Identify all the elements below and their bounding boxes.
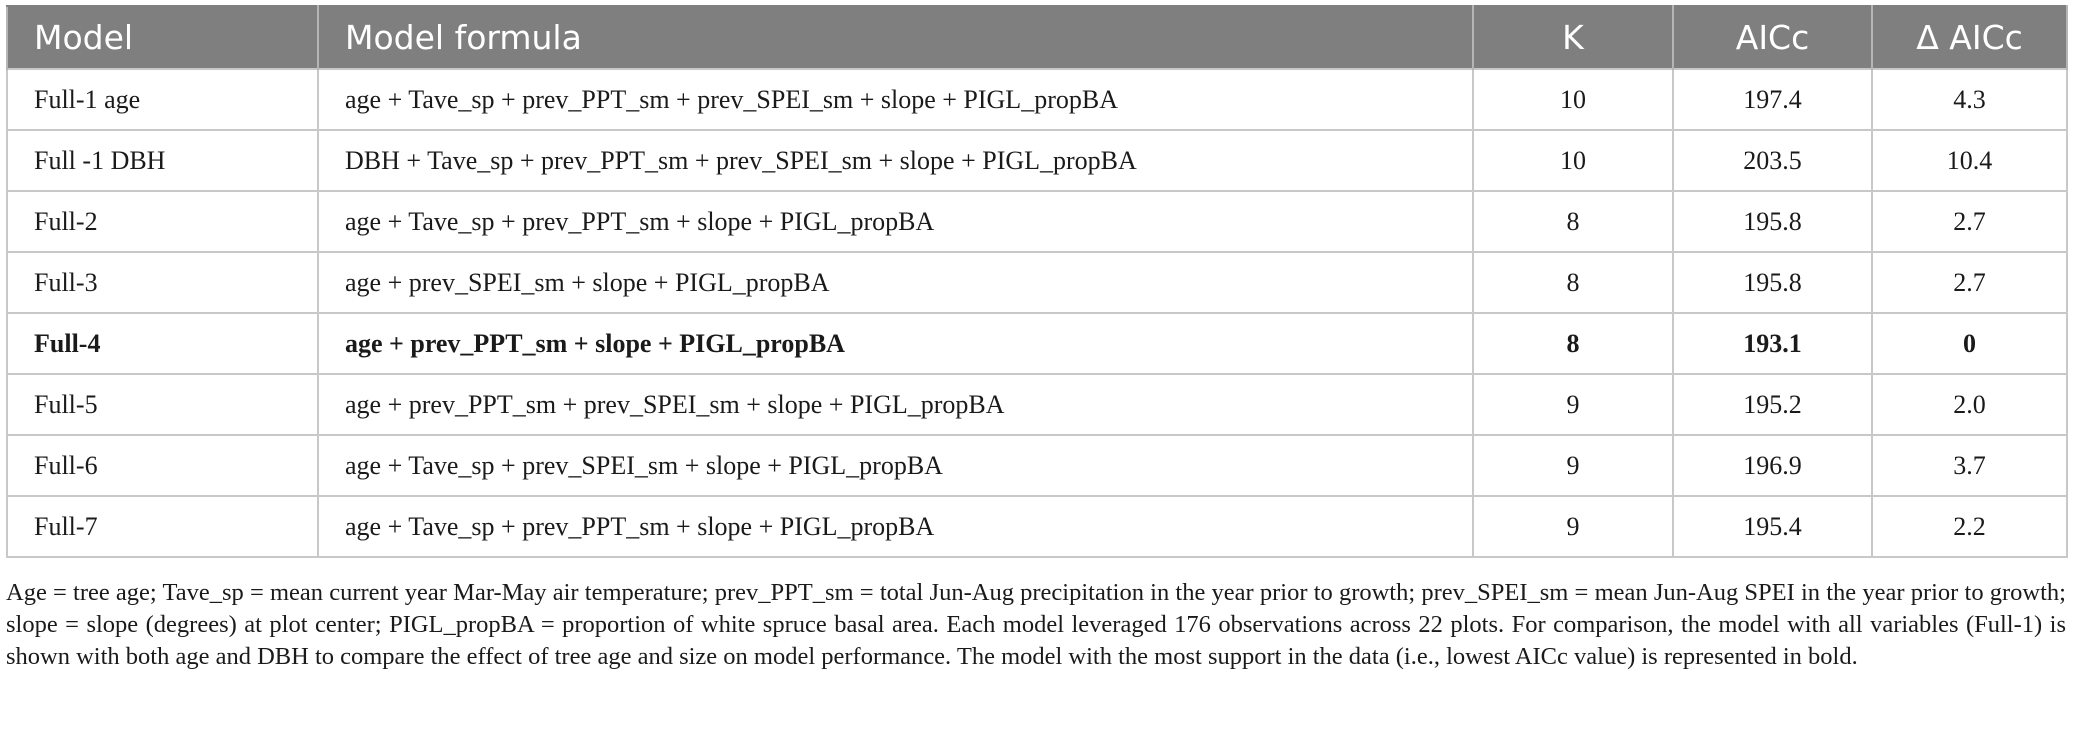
cell-aicc: 195.8 [1672,251,1873,314]
cell-aicc: 195.2 [1672,373,1873,436]
table-row: Full-3 age + prev_SPEI_sm + slope + PIGL… [6,251,2068,314]
cell-formula: age + prev_PPT_sm + prev_SPEI_sm + slope… [317,373,1474,436]
cell-formula: age + Tave_sp + prev_PPT_sm + slope + PI… [317,190,1474,253]
table-footnote: Age = tree age; Tave_sp = mean current y… [6,579,2066,670]
table-row: Full-5 age + prev_PPT_sm + prev_SPEI_sm … [6,373,2068,436]
cell-aicc: 195.8 [1672,190,1873,253]
header-model: Model [6,5,319,69]
cell-k: 9 [1472,434,1674,497]
model-comparison-table: Model Model formula K AICc Δ AICc Full-1… [6,5,2068,558]
header-model-formula: Model formula [317,5,1474,69]
cell-model: Full-5 [6,373,319,436]
cell-aicc: 195.4 [1672,495,1873,558]
cell-model: Full-1 age [6,68,319,131]
header-aicc: AICc [1672,5,1873,69]
cell-formula: age + Tave_sp + prev_PPT_sm + prev_SPEI_… [317,68,1474,131]
cell-model: Full-7 [6,495,319,558]
cell-k: 10 [1472,68,1674,131]
table-header: Model Model formula K AICc Δ AICc [6,5,2068,69]
cell-aicc: 196.9 [1672,434,1873,497]
cell-delta-aicc: 4.3 [1871,68,2068,131]
cell-k: 9 [1472,373,1674,436]
table-row: Full -1 DBH DBH + Tave_sp + prev_PPT_sm … [6,129,2068,192]
table-row: Full-6 age + Tave_sp + prev_SPEI_sm + sl… [6,434,2068,497]
table-row: Full-1 age age + Tave_sp + prev_PPT_sm +… [6,68,2068,131]
header-k: K [1472,5,1674,69]
table-row: Full-7 age + Tave_sp + prev_PPT_sm + slo… [6,495,2068,558]
header-delta-aicc: Δ AICc [1871,5,2068,69]
header-row: Model Model formula K AICc Δ AICc [6,5,2068,69]
cell-k: 8 [1472,251,1674,314]
cell-aicc: 203.5 [1672,129,1873,192]
cell-formula: age + prev_SPEI_sm + slope + PIGL_propBA [317,251,1474,314]
cell-formula: age + prev_PPT_sm + slope + PIGL_propBA [317,312,1474,375]
cell-delta-aicc: 2.2 [1871,495,2068,558]
cell-delta-aicc: 2.7 [1871,190,2068,253]
cell-aicc: 197.4 [1672,68,1873,131]
cell-delta-aicc: 3.7 [1871,434,2068,497]
cell-model: Full-2 [6,190,319,253]
cell-k: 8 [1472,190,1674,253]
cell-k: 8 [1472,312,1674,375]
cell-model: Full-3 [6,251,319,314]
cell-k: 9 [1472,495,1674,558]
table-row-best-model: Full-4 age + prev_PPT_sm + slope + PIGL_… [6,312,2068,375]
table-body: Full-1 age age + Tave_sp + prev_PPT_sm +… [6,68,2068,558]
cell-k: 10 [1472,129,1674,192]
cell-formula: DBH + Tave_sp + prev_PPT_sm + prev_SPEI_… [317,129,1474,192]
cell-aicc: 193.1 [1672,312,1873,375]
cell-model: Full-4 [6,312,319,375]
cell-formula: age + Tave_sp + prev_PPT_sm + slope + PI… [317,495,1474,558]
cell-delta-aicc: 2.0 [1871,373,2068,436]
cell-delta-aicc: 2.7 [1871,251,2068,314]
model-comparison-table-container: Model Model formula K AICc Δ AICc Full-1… [6,5,2068,558]
cell-delta-aicc: 10.4 [1871,129,2068,192]
cell-model: Full -1 DBH [6,129,319,192]
table-row: Full-2 age + Tave_sp + prev_PPT_sm + slo… [6,190,2068,253]
cell-delta-aicc: 0 [1871,312,2068,375]
cell-model: Full-6 [6,434,319,497]
cell-formula: age + Tave_sp + prev_SPEI_sm + slope + P… [317,434,1474,497]
